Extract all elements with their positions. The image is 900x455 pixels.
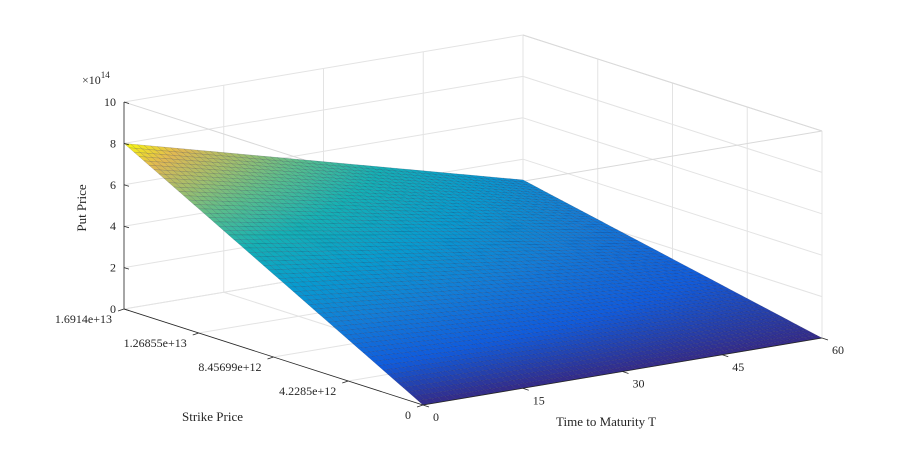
surface-patch xyxy=(680,266,694,271)
box-edge xyxy=(522,34,823,132)
x-tick-label: 30 xyxy=(633,377,645,391)
surface-patch xyxy=(615,232,628,236)
back-wall-gridline xyxy=(123,75,524,144)
side-wall-gridline xyxy=(522,117,823,215)
surface-patch xyxy=(655,253,669,257)
y-tick-label: 0 xyxy=(405,408,411,422)
x-tick-mark xyxy=(622,371,629,374)
x-tick-mark xyxy=(821,337,829,341)
z-axis-label: Put Price xyxy=(74,184,89,232)
y-tick-mark xyxy=(416,404,424,408)
surface-patch xyxy=(591,219,603,223)
surface-patch xyxy=(665,258,679,263)
x-tick-label: 60 xyxy=(832,343,844,357)
y-axis-label: Strike Price xyxy=(182,409,243,424)
y-tick-label: 4.2285e+12 xyxy=(279,384,336,398)
z-tick-label: 4 xyxy=(110,219,116,233)
z-multiplier-label: ×1014 xyxy=(82,70,110,87)
surface-patch xyxy=(566,205,578,210)
side-wall-gridline xyxy=(522,158,823,256)
x-tick-mark xyxy=(422,404,430,408)
z-tick-mark xyxy=(123,267,130,270)
z-tick-label: 2 xyxy=(110,261,116,275)
x-tick-mark xyxy=(722,354,729,358)
y-tick-label: 1.26855e+13 xyxy=(124,336,187,350)
surface-patch xyxy=(650,250,664,255)
y-tick-label: 8.45699e+12 xyxy=(198,360,261,374)
z-tick-label: 6 xyxy=(110,178,116,192)
surface-patch xyxy=(695,274,709,279)
surface-patch xyxy=(645,248,659,252)
y-tick-mark xyxy=(267,356,274,360)
y-tick-mark xyxy=(192,332,199,336)
x-axis-label: Time to Maturity T xyxy=(556,414,656,429)
z-tick-mark xyxy=(123,184,130,187)
y-tick-mark xyxy=(342,380,349,384)
surface-patch xyxy=(670,261,684,265)
z-tick-label: 10 xyxy=(104,95,116,109)
surface-patch xyxy=(640,245,654,249)
x-tick-label: 45 xyxy=(732,360,744,374)
x-tick-label: 15 xyxy=(533,393,545,407)
x-tick-label: 0 xyxy=(433,410,439,424)
z-tick-label: 8 xyxy=(110,136,116,150)
z-tick-mark xyxy=(123,225,130,229)
put-price-surface xyxy=(123,143,823,406)
y-tick-label: 1.6914e+13 xyxy=(55,312,112,326)
x-tick-mark xyxy=(522,387,529,391)
surface-patch xyxy=(561,203,573,207)
side-wall-gridline xyxy=(522,75,823,173)
y-tick-mark xyxy=(117,308,125,312)
back-wall-gridline xyxy=(123,34,524,103)
